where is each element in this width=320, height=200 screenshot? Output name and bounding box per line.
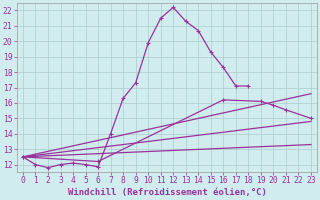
X-axis label: Windchill (Refroidissement éolien,°C): Windchill (Refroidissement éolien,°C) <box>68 188 266 197</box>
